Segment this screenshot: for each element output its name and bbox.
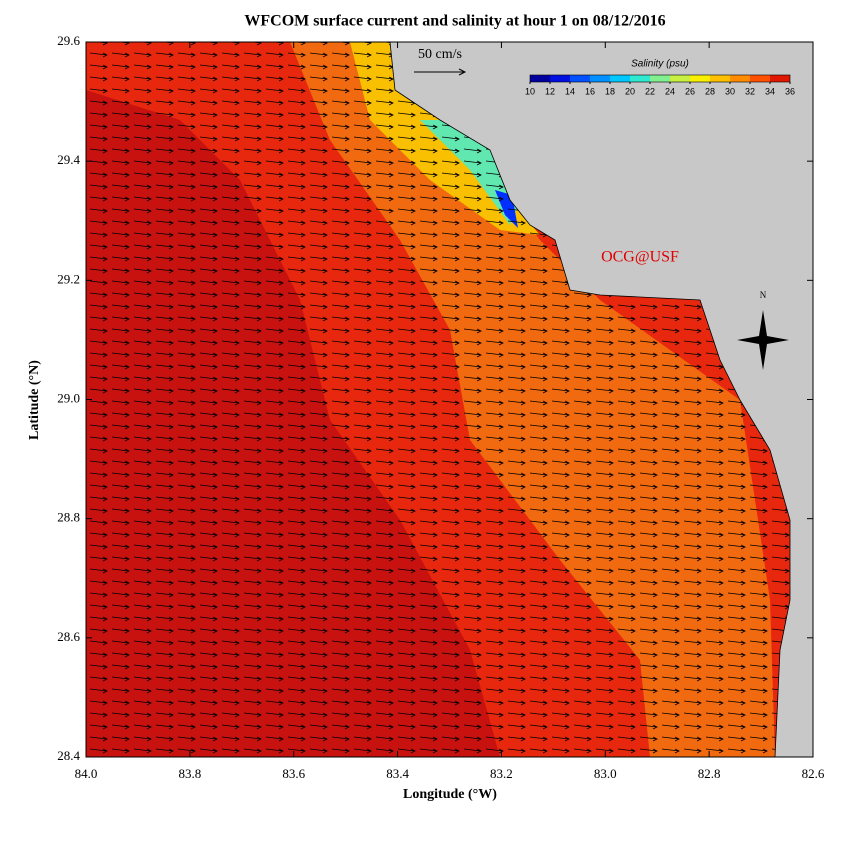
colorbar-swatch <box>690 75 710 82</box>
title: WFCOM surface current and salinity at ho… <box>244 13 665 30</box>
colorbar-swatch <box>750 75 770 82</box>
y-tick-label: 29.6 <box>57 33 80 48</box>
colorbar-tick-label: 32 <box>745 86 755 96</box>
colorbar-tick-label: 14 <box>565 86 575 96</box>
colorbar-tick-label: 24 <box>665 86 675 96</box>
y-tick-label: 28.4 <box>57 748 80 763</box>
y-tick-label: 29.2 <box>57 271 80 286</box>
colorbar-tick-label: 20 <box>625 86 635 96</box>
x-tick-label: 82.8 <box>698 766 721 781</box>
colorbar-tick-label: 10 <box>525 86 535 96</box>
y-tick-label: 29.4 <box>57 152 80 167</box>
colorbar-swatch <box>610 75 630 82</box>
colorbar-tick-label: 34 <box>765 86 775 96</box>
salinity-field <box>86 42 813 757</box>
y-tick-label: 29.0 <box>57 390 80 405</box>
colorbar-swatch <box>710 75 730 82</box>
y-tick-label: 28.8 <box>57 510 80 525</box>
colorbar-swatch <box>730 75 750 82</box>
x-tick-label: 83.6 <box>282 766 305 781</box>
credit: OCG@USF <box>601 249 679 266</box>
y-tick-label: 28.6 <box>57 629 80 644</box>
colorbar-swatch <box>530 75 550 82</box>
x-tick-label: 83.8 <box>178 766 201 781</box>
north-label: N <box>760 290 767 300</box>
x-tick-label: 83.4 <box>386 766 409 781</box>
x-tick-label: 82.6 <box>802 766 825 781</box>
y-axis-label: Latitude (°N) <box>27 360 42 440</box>
x-tick-label: 84.0 <box>75 766 98 781</box>
colorbar-swatch <box>570 75 590 82</box>
scale-label: 50 cm/s <box>418 47 462 62</box>
colorbar-tick-label: 16 <box>585 86 595 96</box>
colorbar-tick-label: 22 <box>645 86 655 96</box>
colorbar-swatch <box>670 75 690 82</box>
colorbar-tick-label: 36 <box>785 86 795 96</box>
colorbar-tick-label: 26 <box>685 86 695 96</box>
colorbar-tick-label: 28 <box>705 86 715 96</box>
colorbar-swatch <box>770 75 790 82</box>
x-tick-label: 83.2 <box>490 766 513 781</box>
colorbar-tick-label: 18 <box>605 86 615 96</box>
colorbar-tick-label: 12 <box>545 86 555 96</box>
x-tick-label: 83.0 <box>594 766 617 781</box>
x-axis-label: Longitude (°W) <box>403 787 497 802</box>
scale-arrow <box>414 68 467 76</box>
colorbar-swatch <box>550 75 570 82</box>
colorbar-frame <box>529 74 791 83</box>
compass <box>737 310 789 370</box>
colorbar-swatch <box>590 75 610 82</box>
colorbar-swatch <box>630 75 650 82</box>
colorbar-swatch <box>650 75 670 82</box>
colorbar-tick-label: 30 <box>725 86 735 96</box>
colorbar-title: Salinity (psu) <box>631 59 689 70</box>
